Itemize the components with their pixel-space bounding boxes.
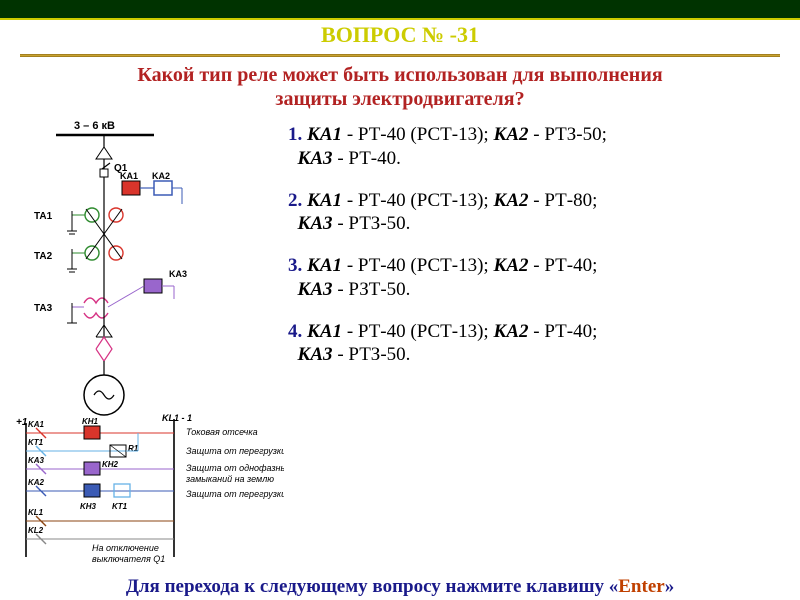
a1-t2: - РТЗ-50; xyxy=(529,124,607,145)
s-kh3: KH3 xyxy=(80,502,97,511)
ta2-label: TA2 xyxy=(34,251,53,262)
answer-2[interactable]: 2. КА1 - РТ-40 (РСТ-13); КА2 - РТ-80; КА… xyxy=(288,189,780,237)
prot1: Токовая отсечка xyxy=(186,427,258,437)
voltage-label: 3 – 6 кВ xyxy=(74,120,115,132)
s-kh1: KH1 xyxy=(82,417,99,426)
prot5: На отключение xyxy=(92,543,159,553)
a3-ka3: КА3 xyxy=(298,279,333,300)
prot3b: замыканий на землю xyxy=(185,474,274,484)
a4-ka1: КА1 xyxy=(307,321,342,342)
ka3-label: KA3 xyxy=(169,269,187,279)
a4-ka2: КА2 xyxy=(493,321,528,342)
a3-ka1: КА1 xyxy=(307,255,342,276)
s-ka3: KA3 xyxy=(28,456,45,465)
s-ka1: KA1 xyxy=(28,420,45,429)
answer-4[interactable]: 4. КА1 - РТ-40 (РСТ-13); КА2 - РТ-40; КА… xyxy=(288,320,780,368)
a3-t3: - РЗТ-50. xyxy=(333,279,411,300)
a1-ka3: КА3 xyxy=(298,148,333,169)
footer-a: Для перехода к следующему вопросу нажмит… xyxy=(126,576,618,597)
answer-num: 3. xyxy=(288,255,302,276)
s-kl1: KL1 xyxy=(28,508,44,517)
answer-3[interactable]: 3. КА1 - РТ-40 (РСТ-13); КА2 - РТ-40; КА… xyxy=(288,254,780,302)
question-number: ВОПРОС № -31 xyxy=(0,20,800,54)
a2-t2: - РТ-80; xyxy=(529,190,598,211)
a3-t2: - РТ-40; xyxy=(529,255,598,276)
footer-b: » xyxy=(665,576,675,597)
schematic-svg: 3 – 6 кВ Q1 KA1 KA2 TA1 TA2 xyxy=(14,119,284,579)
a3-ka2: КА2 xyxy=(493,255,528,276)
a4-ka3: КА3 xyxy=(298,344,333,365)
prot4: Защита от перегрузки xyxy=(186,489,284,499)
footer-enter: Enter xyxy=(618,576,664,597)
a2-t3: - РТЗ-50. xyxy=(333,213,411,234)
s-kt1b: KT1 xyxy=(112,502,128,511)
answer-num: 2. xyxy=(288,190,302,211)
prot5b: выключателя Q1 xyxy=(92,554,165,564)
a2-ka2: КА2 xyxy=(493,190,528,211)
a1-ka1: КА1 xyxy=(307,124,342,145)
a3-t1: - РТ-40 (РСТ-13); xyxy=(342,255,493,276)
ka2-label: KA2 xyxy=(152,171,170,181)
s-kt1: KT1 xyxy=(28,438,44,447)
circuit-diagram: 3 – 6 кВ Q1 KA1 KA2 TA1 TA2 xyxy=(0,115,280,579)
footer-hint: Для перехода к следующему вопросу нажмит… xyxy=(0,576,800,598)
s-r1: R1 xyxy=(128,444,139,453)
content-area: 3 – 6 кВ Q1 KA1 KA2 TA1 TA2 xyxy=(0,115,800,579)
question-text: Какой тип реле может быть использован дл… xyxy=(0,57,800,115)
header-bar xyxy=(0,0,800,20)
a4-t1: - РТ-40 (РСТ-13); xyxy=(342,321,493,342)
s-kl2: KL2 xyxy=(28,526,44,535)
s-kh2: KH2 xyxy=(102,460,119,469)
a1-t1: - РТ-40 (РСТ-13); xyxy=(342,124,493,145)
kl1m1-label: KL1 - 1 xyxy=(162,413,192,423)
answer-num: 1. xyxy=(288,124,302,145)
answer-1[interactable]: 1. КА1 - РТ-40 (РСТ-13); КА2 - РТЗ-50; К… xyxy=(288,123,780,171)
a4-t3: - РТЗ-50. xyxy=(333,344,411,365)
a1-t3: - РТ-40. xyxy=(333,148,401,169)
a4-t2: - РТ-40; xyxy=(529,321,598,342)
ta3-label: TA3 xyxy=(34,303,53,314)
a2-ka1: КА1 xyxy=(307,190,342,211)
question-line2: защиты электродвигателя? xyxy=(275,88,524,110)
prot3: Защита от однофазных xyxy=(186,463,284,473)
s-ka2: KA2 xyxy=(28,478,45,487)
prot2: Защита от перегрузки xyxy=(186,446,284,456)
a2-t1: - РТ-40 (РСТ-13); xyxy=(342,190,493,211)
answers-list: 1. КА1 - РТ-40 (РСТ-13); КА2 - РТЗ-50; К… xyxy=(280,115,800,579)
a2-ka3: КА3 xyxy=(298,213,333,234)
a1-ka2: КА2 xyxy=(493,124,528,145)
question-line1: Какой тип реле может быть использован дл… xyxy=(137,64,662,86)
answer-num: 4. xyxy=(288,321,302,342)
ta1-label: TA1 xyxy=(34,211,53,222)
ka1-label: KA1 xyxy=(120,171,138,181)
